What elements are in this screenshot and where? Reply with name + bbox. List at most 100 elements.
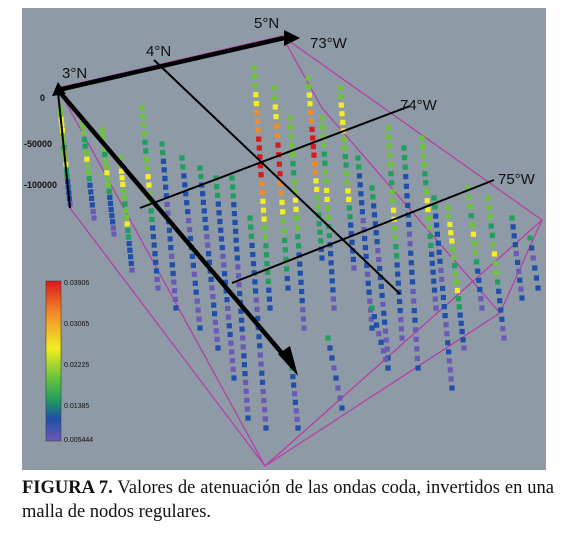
grid-node bbox=[280, 218, 286, 224]
grid-node bbox=[163, 184, 169, 190]
lat-line-5n bbox=[57, 35, 285, 93]
grid-node bbox=[144, 156, 150, 162]
grid-node bbox=[421, 162, 427, 168]
grid-node bbox=[350, 256, 356, 262]
grid-node bbox=[376, 257, 382, 263]
grid-node bbox=[118, 168, 124, 174]
grid-node bbox=[491, 251, 497, 257]
grid-node bbox=[145, 174, 151, 180]
grid-node bbox=[244, 406, 250, 412]
grid-node bbox=[337, 85, 343, 91]
grid-node bbox=[287, 115, 293, 121]
grid-node bbox=[436, 249, 442, 255]
grid-node bbox=[282, 247, 288, 253]
grid-node bbox=[458, 320, 464, 326]
depth-label-0: 0 bbox=[40, 93, 45, 103]
grid-node bbox=[281, 228, 287, 234]
grid-node bbox=[382, 328, 389, 334]
grid-node bbox=[468, 213, 474, 219]
grid-node bbox=[369, 305, 375, 311]
grid-node bbox=[191, 271, 197, 277]
grid-node bbox=[152, 251, 158, 257]
grid-node bbox=[344, 171, 350, 177]
grid-node bbox=[241, 362, 247, 368]
colorbar-tick-3: 0.01385 bbox=[64, 403, 89, 410]
grid-node bbox=[321, 151, 327, 157]
grid-node bbox=[126, 241, 132, 247]
grid-node bbox=[297, 261, 303, 267]
grid-node bbox=[294, 416, 300, 422]
grid-node bbox=[501, 335, 507, 341]
grid-node bbox=[264, 261, 270, 267]
grid-node bbox=[253, 297, 259, 303]
grid-node bbox=[349, 239, 355, 245]
grid-node bbox=[278, 180, 284, 186]
caption-text: Valores de atenuación de las ondas coda,… bbox=[22, 478, 555, 522]
grid-node bbox=[428, 242, 434, 248]
grid-node bbox=[200, 191, 206, 197]
grid-node bbox=[380, 301, 386, 307]
grid-node bbox=[155, 285, 161, 291]
grid-node bbox=[206, 251, 212, 257]
grid-node bbox=[285, 285, 291, 291]
grid-node bbox=[99, 127, 105, 133]
grid-node bbox=[423, 189, 429, 195]
grid-node bbox=[153, 268, 160, 274]
grid-node bbox=[105, 182, 111, 188]
grid-node bbox=[434, 222, 440, 228]
grid-node bbox=[402, 164, 408, 170]
grid-node bbox=[105, 176, 111, 182]
grid-node bbox=[384, 346, 390, 352]
grid-node bbox=[338, 102, 344, 108]
grid-node bbox=[488, 223, 494, 229]
grid-node bbox=[430, 269, 436, 275]
grid-node bbox=[383, 356, 389, 362]
grid-node bbox=[371, 314, 377, 320]
grid-node bbox=[356, 173, 363, 179]
grid-node bbox=[217, 218, 223, 225]
grid-node bbox=[351, 265, 357, 271]
grid-node bbox=[409, 269, 415, 275]
grid-node bbox=[289, 151, 295, 158]
grid-node bbox=[161, 167, 167, 173]
grid-node bbox=[383, 337, 389, 343]
grid-node bbox=[227, 331, 233, 338]
grid-node bbox=[301, 325, 307, 331]
grid-node bbox=[369, 185, 375, 191]
grid-node bbox=[321, 142, 327, 148]
grid-node bbox=[408, 250, 414, 256]
grid-node bbox=[256, 334, 262, 340]
grid-node bbox=[387, 161, 393, 168]
grid-node bbox=[251, 270, 257, 276]
grid-node bbox=[398, 326, 404, 332]
grid-node bbox=[320, 124, 326, 130]
grid-node bbox=[453, 279, 460, 285]
grid-node bbox=[456, 304, 462, 310]
grid-node bbox=[230, 184, 236, 190]
grid-node bbox=[85, 163, 91, 169]
grid-node bbox=[432, 296, 438, 302]
arrow-head-north bbox=[284, 30, 300, 46]
grid-node bbox=[300, 307, 306, 313]
grid-node bbox=[378, 283, 384, 289]
grid-node bbox=[187, 235, 194, 242]
grid-node bbox=[516, 268, 522, 274]
grid-node bbox=[289, 142, 295, 148]
grid-node bbox=[149, 216, 155, 222]
grid-node bbox=[305, 75, 311, 81]
grid-node bbox=[325, 205, 331, 212]
grid-node bbox=[438, 267, 444, 273]
grid-node bbox=[345, 188, 351, 194]
grid-node bbox=[240, 335, 246, 341]
grid-node bbox=[511, 233, 517, 239]
grid-node bbox=[265, 269, 271, 275]
lon-label-75w: 75°W bbox=[498, 171, 536, 188]
grid-node bbox=[409, 279, 416, 285]
grid-node bbox=[450, 246, 456, 252]
grid-node bbox=[107, 200, 114, 206]
grid-node bbox=[292, 391, 298, 397]
grid-node bbox=[489, 232, 495, 238]
grid-node bbox=[169, 262, 175, 268]
grid-node bbox=[230, 193, 236, 199]
grid-node bbox=[110, 225, 116, 231]
